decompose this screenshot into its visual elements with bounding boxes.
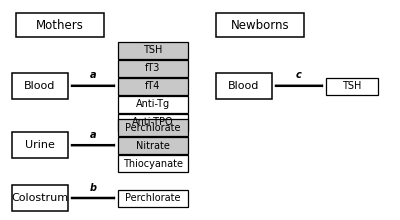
Text: Urine: Urine <box>25 140 55 150</box>
Text: TSH: TSH <box>342 81 362 91</box>
Text: fT4: fT4 <box>145 81 161 91</box>
FancyBboxPatch shape <box>12 73 68 99</box>
FancyBboxPatch shape <box>216 13 304 37</box>
Text: a: a <box>90 70 96 80</box>
Text: Thiocyanate: Thiocyanate <box>123 159 183 169</box>
FancyBboxPatch shape <box>326 78 378 95</box>
Text: Blood: Blood <box>24 81 56 91</box>
Text: Newborns: Newborns <box>231 19 289 32</box>
FancyBboxPatch shape <box>118 60 188 77</box>
Text: fT3: fT3 <box>145 63 161 73</box>
FancyBboxPatch shape <box>216 73 272 99</box>
FancyBboxPatch shape <box>118 96 188 113</box>
FancyBboxPatch shape <box>118 155 188 172</box>
FancyBboxPatch shape <box>118 42 188 59</box>
FancyBboxPatch shape <box>12 185 68 211</box>
Text: Anti-TPO: Anti-TPO <box>132 117 174 127</box>
FancyBboxPatch shape <box>118 114 188 131</box>
Text: a: a <box>90 130 96 140</box>
Text: Colostrum: Colostrum <box>12 193 68 203</box>
FancyBboxPatch shape <box>16 13 104 37</box>
Text: Perchlorate: Perchlorate <box>125 123 181 133</box>
FancyBboxPatch shape <box>118 190 188 207</box>
FancyBboxPatch shape <box>118 78 188 95</box>
FancyBboxPatch shape <box>118 119 188 136</box>
Text: Anti-Tg: Anti-Tg <box>136 99 170 109</box>
FancyBboxPatch shape <box>12 132 68 158</box>
Text: Blood: Blood <box>228 81 260 91</box>
Text: TSH: TSH <box>143 45 163 55</box>
Text: Mothers: Mothers <box>36 19 84 32</box>
Text: b: b <box>90 183 96 192</box>
Text: Perchlorate: Perchlorate <box>125 193 181 204</box>
Text: Nitrate: Nitrate <box>136 141 170 151</box>
FancyBboxPatch shape <box>118 137 188 154</box>
Text: c: c <box>296 70 302 80</box>
